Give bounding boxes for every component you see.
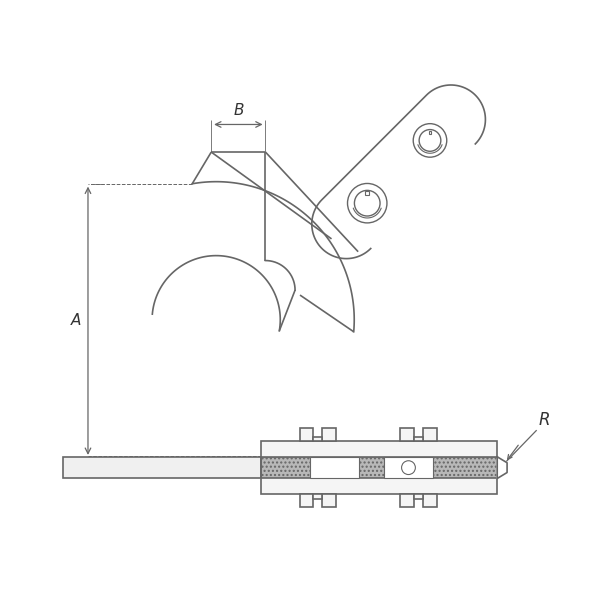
Bar <box>299 428 313 441</box>
Bar <box>260 478 497 494</box>
Text: A: A <box>71 313 82 328</box>
Bar <box>313 494 322 499</box>
Bar <box>322 494 336 507</box>
Bar <box>428 131 431 134</box>
Bar <box>313 437 322 441</box>
Bar <box>260 441 497 457</box>
Bar <box>400 494 414 507</box>
Bar <box>365 191 369 195</box>
Text: B: B <box>233 103 244 118</box>
Bar <box>260 457 497 478</box>
Bar <box>310 457 359 478</box>
Bar <box>64 457 260 478</box>
Text: R: R <box>539 412 550 430</box>
Bar <box>400 428 414 441</box>
Bar <box>299 494 313 507</box>
Bar <box>414 494 423 499</box>
Bar <box>322 428 336 441</box>
Bar <box>423 494 437 507</box>
Bar <box>423 428 437 441</box>
Bar <box>414 437 423 441</box>
Circle shape <box>401 461 415 475</box>
Bar <box>384 457 433 478</box>
Polygon shape <box>497 457 507 478</box>
